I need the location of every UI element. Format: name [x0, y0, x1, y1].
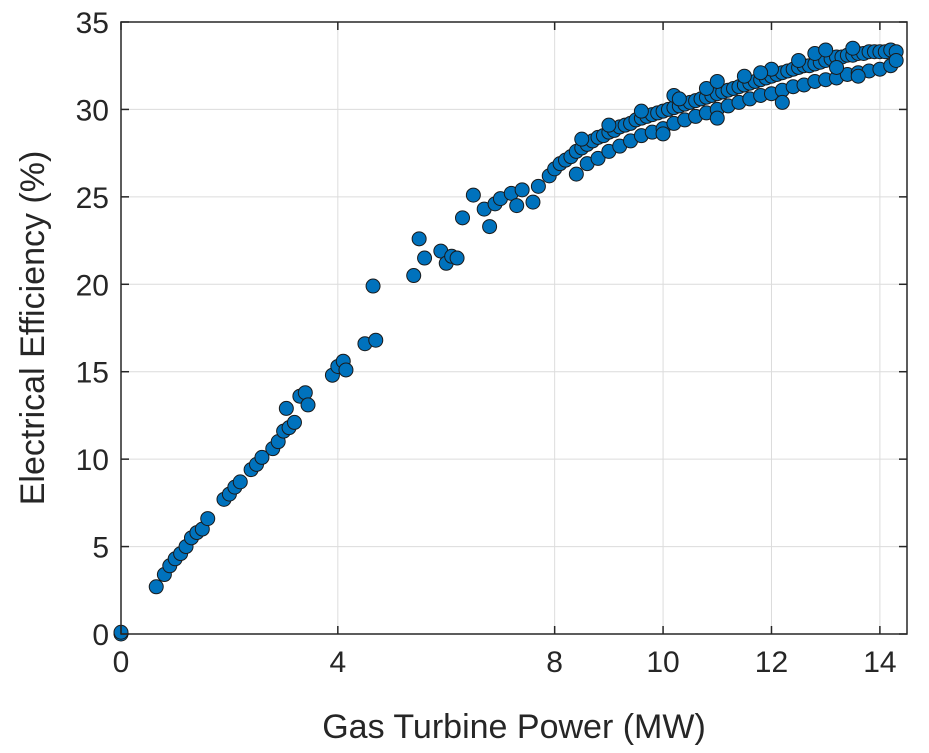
y-tick-label: 0: [92, 619, 109, 652]
data-point: [710, 74, 724, 88]
data-point: [569, 167, 583, 181]
data-point: [515, 183, 529, 197]
x-tick-label: 10: [646, 646, 679, 679]
data-point: [369, 333, 383, 347]
data-point: [710, 111, 724, 125]
data-points: [114, 41, 903, 641]
data-point: [510, 199, 524, 213]
data-point: [602, 118, 616, 132]
y-axis-title: Electrical Efficiency (%): [14, 151, 52, 506]
data-point: [526, 195, 540, 209]
data-point: [279, 401, 293, 415]
y-tick-label: 10: [76, 444, 109, 477]
data-point: [450, 251, 464, 265]
data-point: [301, 398, 315, 412]
data-point: [287, 415, 301, 429]
y-tick-label: 25: [76, 182, 109, 215]
x-tick-label: 4: [329, 646, 346, 679]
data-point: [418, 251, 432, 265]
x-tick-label: 12: [755, 646, 788, 679]
x-axis-title: Gas Turbine Power (MW): [322, 708, 706, 746]
data-point: [339, 363, 353, 377]
data-point: [149, 580, 163, 594]
data-point: [483, 220, 497, 234]
y-tick-label: 5: [92, 532, 109, 565]
data-point: [531, 179, 545, 193]
data-point: [634, 104, 648, 118]
y-tick-label: 35: [76, 7, 109, 40]
data-point: [775, 95, 789, 109]
y-tick-label: 15: [76, 357, 109, 390]
data-point: [466, 188, 480, 202]
data-point: [407, 269, 421, 283]
data-point: [792, 53, 806, 67]
data-point: [672, 92, 686, 106]
data-point: [846, 41, 860, 55]
data-point: [201, 512, 215, 526]
data-point: [851, 69, 865, 83]
x-tick-label: 14: [863, 646, 896, 679]
data-point: [754, 66, 768, 80]
data-point: [233, 475, 247, 489]
data-point: [656, 127, 670, 141]
data-point: [819, 43, 833, 57]
data-point: [575, 132, 589, 146]
data-point: [889, 53, 903, 67]
data-point: [830, 60, 844, 74]
grid-lines: [121, 22, 907, 634]
x-tick-label: 0: [113, 646, 130, 679]
data-point: [412, 232, 426, 246]
data-point: [366, 279, 380, 293]
data-point: [737, 69, 751, 83]
data-point: [298, 386, 312, 400]
y-tick-label: 20: [76, 269, 109, 302]
data-point: [456, 211, 470, 225]
plot-frame: [121, 22, 907, 634]
x-tick-label: 8: [546, 646, 563, 679]
y-tick-label: 30: [76, 94, 109, 127]
